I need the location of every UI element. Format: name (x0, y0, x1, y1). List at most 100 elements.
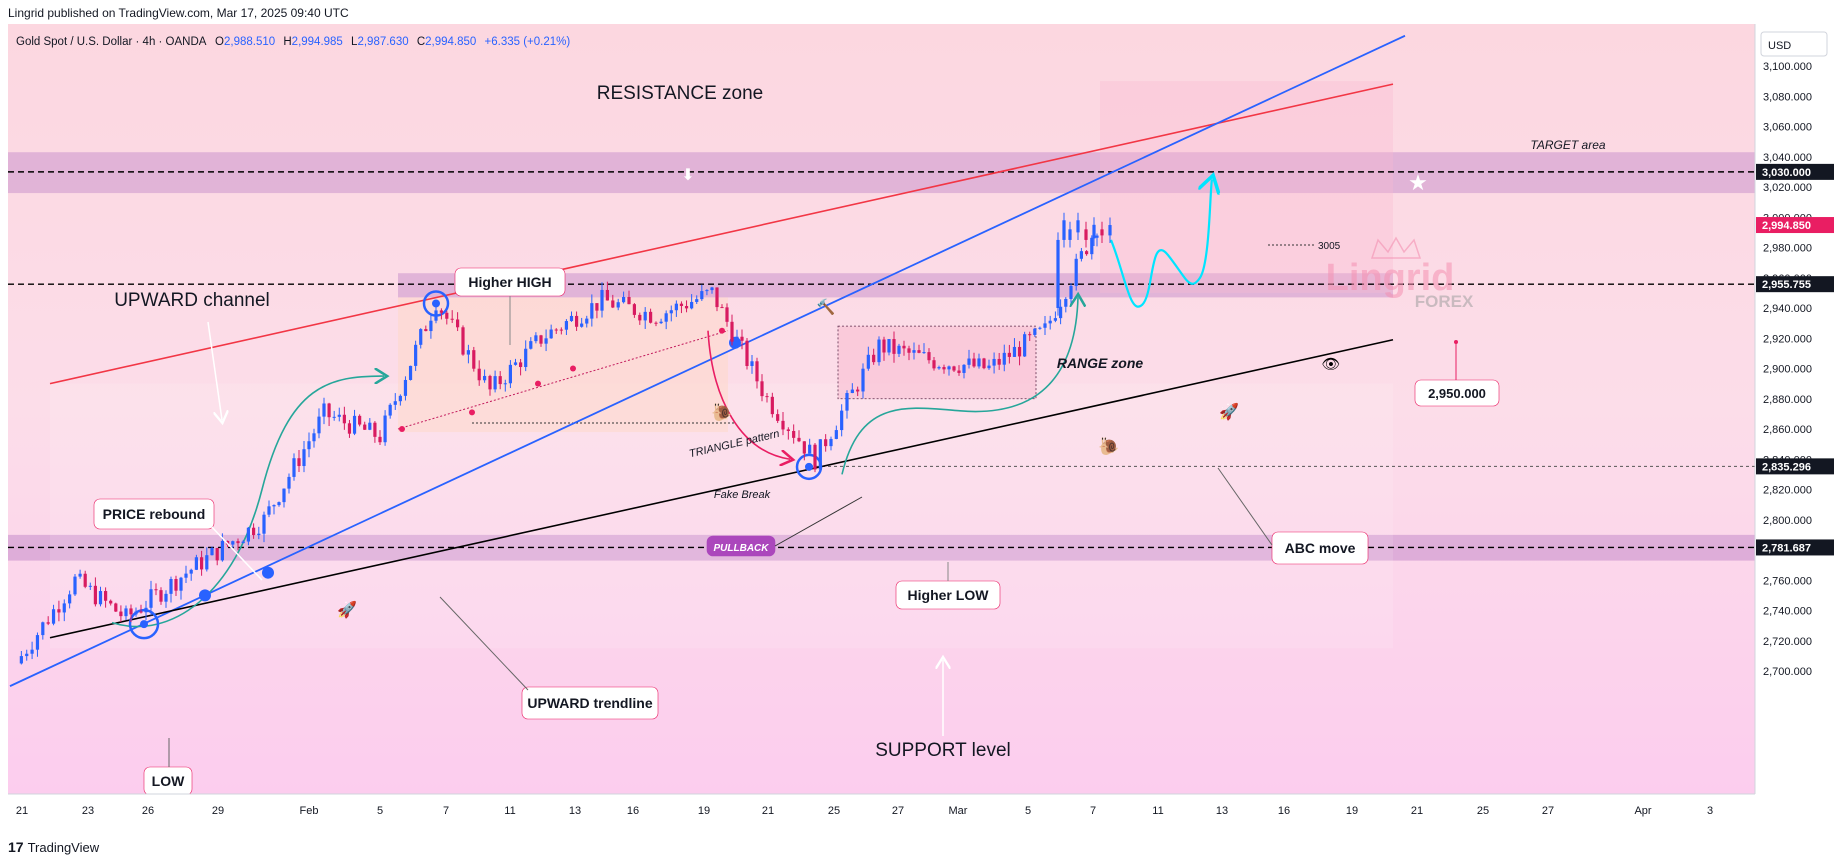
candle-body (611, 300, 615, 308)
candle-body (164, 593, 168, 602)
support-level-label: SUPPORT level (875, 740, 1011, 761)
candle-body (755, 361, 759, 382)
channel-red-line (49, 83, 1394, 385)
candle-body (1023, 334, 1027, 357)
candle-body (194, 557, 198, 570)
currency-box[interactable] (1760, 31, 1828, 57)
candle-body (850, 389, 854, 394)
y-tick-label: 3,080.000 (1763, 91, 1812, 103)
candle-body (845, 393, 849, 411)
candle-body (456, 319, 460, 328)
candle-body (982, 358, 986, 369)
candle-body (159, 590, 163, 602)
candle-body (1108, 225, 1112, 236)
x-tick-label: 19 (1346, 805, 1358, 817)
candle-body (317, 416, 321, 434)
candle-body (760, 381, 764, 397)
price-tag-label: 2,781.687 (1762, 542, 1811, 554)
pivot-dot-2 (805, 462, 813, 471)
candle-body (414, 344, 418, 366)
candle-body (30, 649, 34, 654)
candle-body (524, 348, 528, 368)
candle-body (720, 307, 724, 309)
candle-body (917, 350, 921, 353)
candle-body (429, 320, 433, 332)
candle-body (262, 514, 266, 534)
higher-low-label: Higher LOW (908, 587, 990, 603)
y-tick-label: 2,820.000 (1763, 485, 1812, 497)
triangle-zone (398, 297, 728, 433)
price-tag-box (1756, 539, 1834, 556)
candle-body (119, 611, 123, 617)
price-tags: 3,030.000 2,994.850 2,955.755 2,835.296 2,78… (1756, 163, 1834, 556)
candle-body (745, 340, 749, 366)
time-axis[interactable] (8, 794, 1755, 822)
candle-body (488, 375, 492, 390)
y-tick-label: 2,800.000 (1763, 515, 1812, 527)
candle-body (129, 608, 133, 615)
candle-body (231, 541, 235, 545)
candle-body (210, 548, 214, 556)
candle-body (241, 541, 245, 544)
rocket-icon: 🚀 (337, 600, 357, 619)
candle-body (554, 329, 558, 331)
candle-body (595, 303, 599, 311)
symbol-name: Gold Spot / U.S. Dollar · 4h · OANDA (16, 36, 207, 48)
pullback-arrow (707, 330, 790, 460)
candle-body (363, 424, 367, 430)
candle-body (856, 389, 860, 392)
candle-body (200, 557, 204, 570)
abc-move-box (1271, 531, 1369, 565)
watermark-crown-icon (1370, 236, 1422, 259)
candle-body (770, 396, 774, 415)
arrow-down-circle-icon: ⬇ (681, 167, 694, 184)
candle-body (922, 352, 926, 354)
candle-body (590, 303, 594, 319)
x-tick-label: 25 (1477, 805, 1489, 817)
y-tick-label: 3,060.000 (1763, 122, 1812, 134)
candle-body (840, 410, 844, 431)
abc-move-arrow (841, 297, 1078, 475)
target-price-tag-label: 2,950.000 (1428, 386, 1486, 401)
price-tag-box (1756, 276, 1834, 293)
triangle-point-3 (570, 365, 576, 372)
hammer-icon: 🔨 (817, 298, 836, 316)
y-tick-label: 2,720.000 (1763, 636, 1812, 648)
higher-high-label: Higher HIGH (468, 274, 551, 290)
candle-body (220, 540, 224, 561)
candle-body (1074, 258, 1078, 286)
price-tag-label: 3,030.000 (1762, 167, 1811, 179)
y-tick-label: 2,880.000 (1763, 394, 1812, 406)
candle-body (1017, 346, 1022, 357)
plot-area[interactable] (8, 24, 1755, 794)
candle-body (967, 358, 971, 365)
upward-channel-label: UPWARD channel (114, 290, 270, 311)
candle-body (68, 594, 72, 604)
candle-body (622, 296, 626, 303)
candle-body (1079, 251, 1083, 259)
abc-move-label: ABC move (1285, 540, 1356, 556)
trend-touch-0 (199, 589, 211, 602)
candle-body (424, 329, 428, 332)
candle-body (358, 415, 362, 425)
candle-body (1095, 235, 1099, 238)
candle-body (638, 314, 642, 321)
candle-body (189, 569, 193, 574)
candles-layer (19, 212, 1112, 665)
candle-body (267, 506, 271, 515)
candle-body (740, 336, 744, 341)
tradingview-footer[interactable]: 17 TradingView (8, 839, 99, 855)
upward-trendline-box (521, 686, 659, 720)
x-tick-label: 29 (212, 805, 224, 817)
candle-body (434, 310, 438, 321)
x-tick-label: Mar (949, 805, 968, 817)
resistance-zone-band (8, 152, 1755, 194)
x-tick-label: 21 (762, 805, 774, 817)
price-axis[interactable] (1755, 24, 1835, 794)
y-tick-label: 2,940.000 (1763, 303, 1812, 315)
x-tick-label: 19 (698, 805, 710, 817)
candle-body (477, 368, 481, 381)
candle-body (292, 458, 296, 477)
star-icon: ★ (1408, 170, 1428, 195)
